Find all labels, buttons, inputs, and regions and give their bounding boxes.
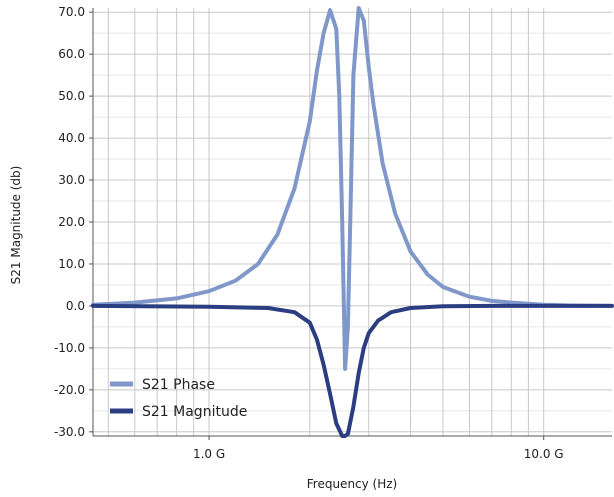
legend-label: S21 Magnitude: [142, 404, 247, 420]
x-tick-label: 10.0 G: [524, 447, 564, 461]
y-tick-label: 0.0: [66, 299, 85, 313]
legend: S21 Phase S21 Magnitude: [110, 377, 247, 420]
y-tick-label: 40.0: [58, 131, 85, 145]
y-axis-title: S21 Magnitude (db): [9, 166, 23, 285]
y-tick-label: 30.0: [58, 173, 85, 187]
y-tick-label: 50.0: [58, 89, 85, 103]
y-tick-label: 60.0: [58, 47, 85, 61]
series-line-magnitude: [91, 303, 614, 438]
y-tick-label: 20.0: [58, 215, 85, 229]
x-axis-title: Frequency (Hz): [307, 477, 398, 491]
y-tick-label: 10.0: [58, 257, 85, 271]
y-tick-label: -20.0: [54, 383, 85, 397]
legend-label: S21 Phase: [142, 377, 215, 393]
axes: 70.0 60.0 50.0 40.0 30.0 20.0 10.0 0.0 -10.0 -20.…: [54, 5, 612, 461]
y-tick-label: -10.0: [54, 341, 85, 355]
series-line-phase: [91, 6, 614, 371]
y-tick-label: 70.0: [58, 5, 85, 19]
series-lines: [91, 6, 614, 438]
x-tick-label: 1.0 G: [193, 447, 225, 461]
y-tick-label: -30.0: [54, 425, 85, 439]
